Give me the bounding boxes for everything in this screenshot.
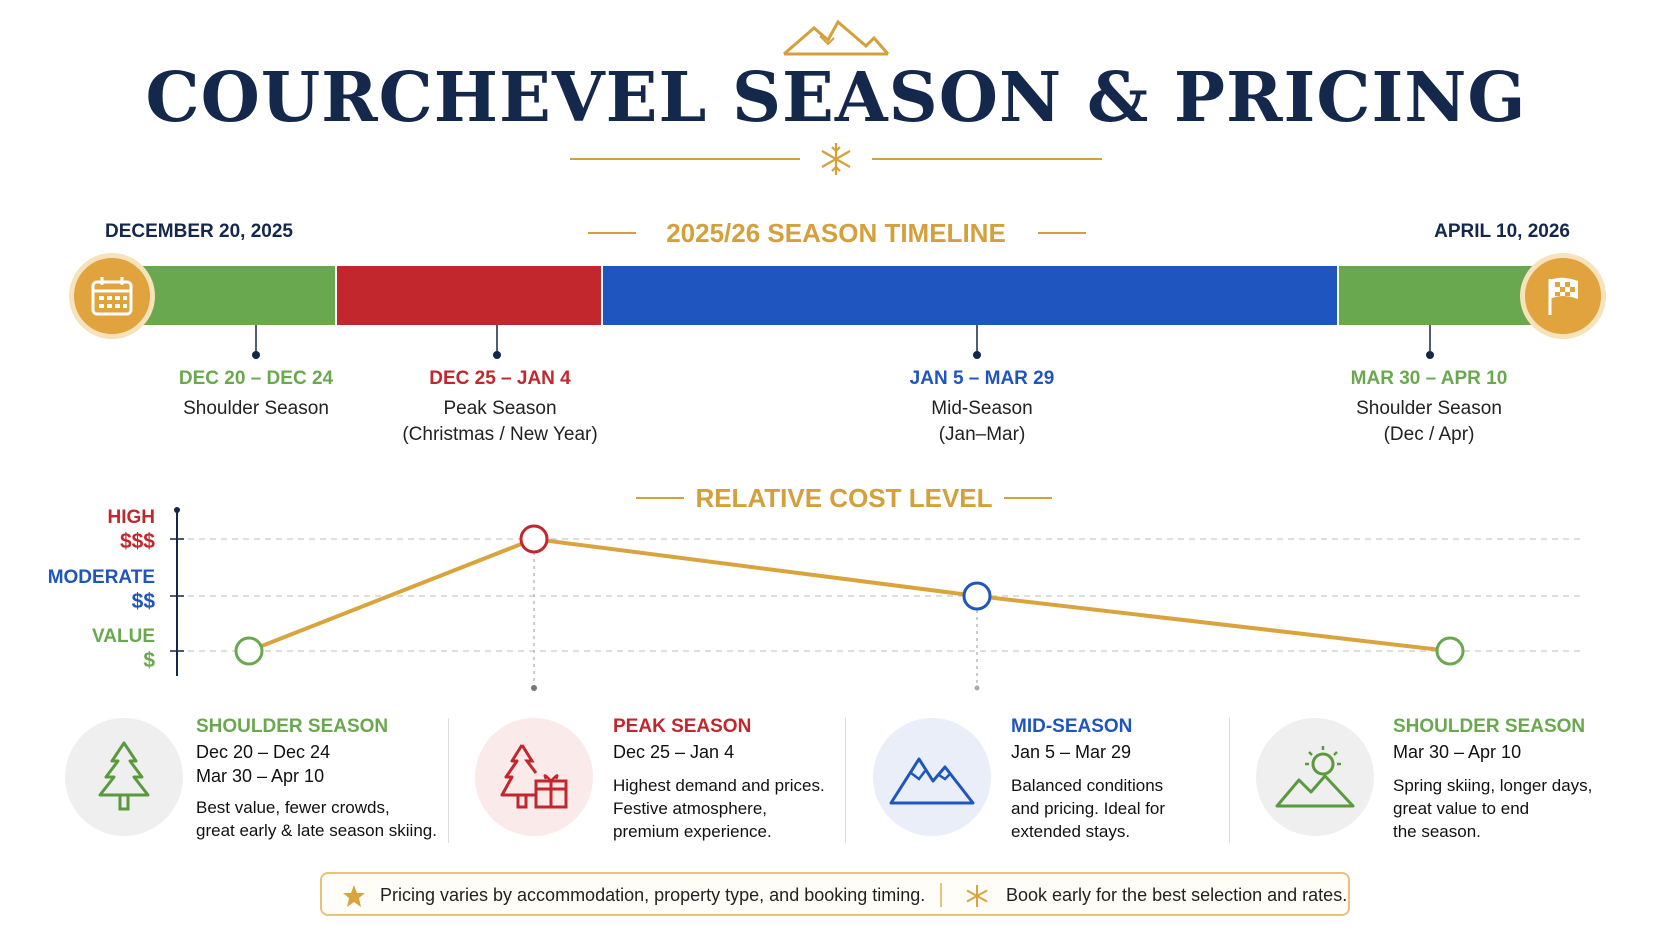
phase-label-peak: DEC 25 – JAN 4 Peak Season (Christmas / … bbox=[370, 368, 630, 448]
cost-line bbox=[248, 536, 1451, 653]
card-date: Dec 20 – Dec 24 bbox=[196, 742, 331, 762]
phase-note: (Jan–Mar) bbox=[938, 424, 1026, 445]
cost-level-moderate: MODERATE $$ bbox=[45, 566, 155, 614]
card-date: Mar 30 – Apr 10 bbox=[1393, 742, 1522, 762]
footer-note-box: Pricing varies by accommodation, propert… bbox=[320, 872, 1350, 916]
phase-name: Shoulder Season bbox=[1356, 398, 1502, 419]
star-icon bbox=[343, 885, 365, 907]
cost-chart bbox=[170, 507, 1585, 691]
card-text: Highest demand and prices. bbox=[613, 776, 825, 795]
timeline-end-date: APRIL 10, 2026 bbox=[1434, 221, 1570, 242]
cost-level-name: VALUE bbox=[92, 626, 155, 647]
page-title: COURCHEVEL SEASON & PRICING bbox=[145, 58, 1527, 138]
card-shoulder-dec: SHOULDER SEASON Dec 20 – Dec 24 Mar 30 –… bbox=[196, 716, 456, 842]
timeline-title: 2025/26 SEASON TIMELINE bbox=[666, 218, 1006, 248]
timeline-segment-peak bbox=[337, 266, 601, 325]
timeline-start-date: DECEMBER 20, 2025 bbox=[105, 221, 293, 242]
phase-note: (Christmas / New Year) bbox=[402, 424, 598, 445]
card-title: PEAK SEASON bbox=[613, 716, 752, 737]
timeline-segment-shoulder-apr bbox=[1339, 266, 1549, 325]
title-rule-left bbox=[570, 158, 800, 160]
timeline-title-rule-right bbox=[1038, 232, 1086, 234]
card-shoulder-apr: SHOULDER SEASON Mar 30 – Apr 10 Spring s… bbox=[1393, 716, 1653, 843]
phase-name: Shoulder Season bbox=[183, 398, 329, 419]
phase-range: DEC 20 – DEC 24 bbox=[178, 368, 334, 389]
cost-level-symbol: $ bbox=[143, 649, 155, 672]
phase-label-shoulder-dec: DEC 20 – DEC 24 Shoulder Season bbox=[126, 368, 386, 422]
cost-level-name: MODERATE bbox=[47, 567, 155, 588]
card-text: and pricing. Ideal for bbox=[1011, 799, 1166, 818]
card-text: Spring skiing, longer days, bbox=[1393, 776, 1593, 795]
timeline-title-rule-left bbox=[588, 232, 636, 234]
christmas-tree-gift-icon bbox=[500, 744, 568, 809]
cost-level-value: VALUE $ bbox=[45, 625, 155, 673]
cost-point bbox=[234, 636, 264, 666]
card-date: Mar 30 – Apr 10 bbox=[196, 766, 325, 786]
card-text: extended stays. bbox=[1011, 822, 1131, 841]
mountain-peaks-icon bbox=[889, 757, 975, 805]
card-peak: PEAK SEASON Dec 25 – Jan 4 Highest deman… bbox=[613, 716, 853, 843]
snowflake-icon bbox=[966, 885, 988, 907]
pine-tree-icon bbox=[98, 741, 150, 811]
phase-range: MAR 30 – APR 10 bbox=[1350, 368, 1508, 389]
card-divider bbox=[448, 718, 449, 843]
card-mid: MID-SEASON Jan 5 – Mar 29 Balanced condi… bbox=[1011, 716, 1241, 843]
timeline-segment-mid bbox=[603, 266, 1337, 325]
phase-label-shoulder-apr: MAR 30 – APR 10 Shoulder Season (Dec / A… bbox=[1299, 368, 1559, 448]
card-icon-shoulder-dec bbox=[65, 718, 183, 836]
card-title: SHOULDER SEASON bbox=[1393, 716, 1586, 737]
phase-range: DEC 25 – JAN 4 bbox=[429, 368, 571, 389]
footer-booking-note: Book early for the best selection and ra… bbox=[1006, 885, 1348, 905]
timeline-end-marker bbox=[1520, 253, 1606, 339]
card-icon-peak bbox=[475, 718, 593, 836]
card-title: SHOULDER SEASON bbox=[196, 716, 389, 737]
cost-axis-top-dot bbox=[174, 507, 180, 513]
cost-title: RELATIVE COST LEVEL bbox=[695, 483, 993, 513]
timeline-connectors bbox=[252, 325, 1434, 359]
cost-point bbox=[519, 524, 549, 554]
phase-range: JAN 5 – MAR 29 bbox=[909, 368, 1055, 389]
card-divider bbox=[845, 718, 846, 843]
phase-note: (Dec / Apr) bbox=[1383, 424, 1475, 445]
card-text: great early & late season skiing. bbox=[196, 821, 437, 840]
checkered-flag-icon bbox=[1548, 277, 1578, 315]
card-text: premium experience. bbox=[613, 822, 772, 841]
cost-level-name: HIGH bbox=[107, 507, 156, 528]
cost-level-symbol: $$$ bbox=[119, 530, 155, 553]
cost-title-rule-left bbox=[636, 497, 684, 499]
card-icon-shoulder-apr bbox=[1256, 718, 1374, 836]
footer-divider bbox=[940, 883, 942, 907]
cost-title-rule-right bbox=[1004, 497, 1052, 499]
cost-level-symbol: $$ bbox=[131, 590, 155, 613]
sun-mountain-icon bbox=[1275, 746, 1355, 808]
card-text: the season. bbox=[1393, 822, 1481, 841]
cost-point bbox=[962, 581, 992, 611]
mountain-outline-icon bbox=[783, 19, 890, 56]
card-icon-mid bbox=[873, 718, 991, 836]
calendar-icon bbox=[91, 277, 133, 316]
cost-level-high: HIGH $$$ bbox=[45, 506, 156, 554]
card-title: MID-SEASON bbox=[1011, 716, 1133, 737]
card-date: Dec 25 – Jan 4 bbox=[613, 742, 735, 762]
card-divider bbox=[1229, 718, 1230, 843]
cost-point bbox=[1435, 636, 1465, 666]
card-text: Best value, fewer crowds, bbox=[196, 798, 390, 817]
phase-label-mid: JAN 5 – MAR 29 Mid-Season (Jan–Mar) bbox=[852, 368, 1112, 448]
card-date: Jan 5 – Mar 29 bbox=[1011, 742, 1132, 762]
phase-name: Mid-Season bbox=[931, 398, 1033, 419]
snowflake-icon bbox=[821, 143, 851, 175]
title-rule-right bbox=[872, 158, 1102, 160]
phase-name: Peak Season bbox=[443, 398, 557, 419]
timeline-start-marker bbox=[69, 253, 155, 339]
card-text: Balanced conditions bbox=[1011, 776, 1164, 795]
card-text: Festive atmosphere, bbox=[613, 799, 768, 818]
timeline-segment-shoulder-dec bbox=[130, 266, 335, 325]
footer-pricing-note: Pricing varies by accommodation, propert… bbox=[380, 885, 926, 905]
card-text: great value to end bbox=[1393, 799, 1530, 818]
